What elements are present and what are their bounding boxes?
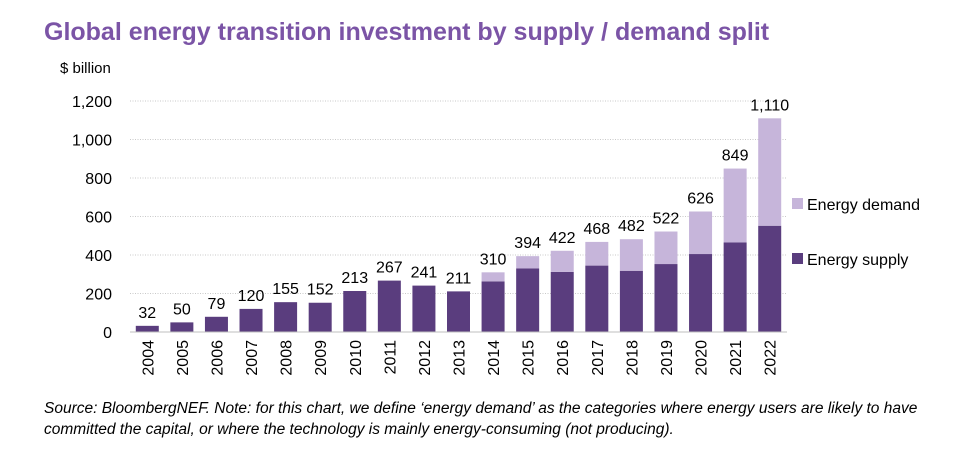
total-label-2004: 32 (138, 305, 156, 322)
bar-energy-demand-2021 (723, 168, 747, 243)
legend-swatch-energy-demand (792, 198, 803, 209)
total-label-2006: 79 (208, 296, 226, 313)
y-tick-label: 400 (85, 248, 112, 265)
bar-energy-supply-2017 (585, 265, 609, 332)
bar-energy-demand-2020 (689, 211, 713, 255)
chart-title: Global energy transition investment by s… (44, 18, 770, 46)
bar-energy-supply-2012 (412, 285, 436, 332)
bar-energy-supply-2021 (723, 242, 747, 332)
total-label-2020: 626 (687, 190, 714, 207)
x-tick-label: 2009 (313, 340, 330, 376)
bar-energy-supply-2004 (135, 325, 159, 332)
bar-energy-supply-2006 (204, 316, 228, 332)
total-label-2018: 482 (618, 218, 645, 235)
x-tick-label: 2007 (244, 340, 261, 376)
y-tick-label: 200 (85, 287, 112, 304)
bar-energy-supply-2019 (654, 264, 678, 332)
total-label-2016: 422 (549, 230, 576, 247)
x-tick-label: 2004 (140, 340, 157, 376)
total-label-2005: 50 (173, 301, 191, 318)
x-tick-label: 2006 (209, 340, 226, 376)
bar-energy-demand-2018 (619, 239, 643, 271)
x-tick-label: 2016 (555, 340, 572, 376)
bar-energy-supply-2018 (619, 270, 643, 332)
x-tick-label: 2020 (694, 340, 711, 376)
bar-energy-demand-2019 (654, 231, 678, 265)
y-tick-label: 1,000 (72, 133, 112, 150)
x-tick-label: 2014 (486, 340, 503, 376)
x-tick-label: 2012 (417, 340, 434, 376)
bars (135, 118, 782, 332)
bar-energy-supply-2022 (758, 225, 782, 332)
y-axis-label: $ billion (60, 60, 111, 77)
x-tick-label: 2010 (348, 340, 365, 376)
bar-energy-supply-2005 (170, 322, 194, 332)
legend-label-energy-demand: Energy demand (807, 197, 920, 214)
total-label-2011: 267 (376, 260, 403, 277)
y-tick-label: 800 (85, 171, 112, 188)
x-tick-label: 2019 (659, 340, 676, 376)
x-tick-label: 2005 (175, 340, 192, 376)
bar-energy-demand-2015 (516, 256, 540, 269)
legend-label-energy-supply: Energy supply (807, 252, 908, 269)
x-tick-label: 2022 (763, 340, 780, 376)
bar-energy-supply-2011 (377, 280, 401, 332)
total-label-2008: 155 (272, 281, 299, 298)
x-tick-label: 2011 (382, 340, 399, 375)
bar-energy-supply-2014 (481, 281, 505, 332)
total-labels: 32 50 79 120 155 152 213 267 241 211 310 394 422 468 4… (138, 97, 789, 322)
total-label-2022: 1,110 (750, 97, 789, 114)
total-label-2012: 241 (411, 265, 438, 282)
bar-energy-demand-2016 (550, 250, 574, 272)
legend: Energy demand Energy supply (792, 197, 920, 269)
total-label-2010: 213 (341, 270, 368, 287)
x-tick-label: 2013 (452, 340, 469, 376)
x-axis-ticks: 2004 2005 2006 2007 2008 2009 2010 2011 2012 2013… (140, 340, 779, 376)
legend-swatch-energy-supply (792, 253, 803, 264)
bar-energy-supply-2016 (550, 271, 574, 332)
bar-energy-supply-2010 (343, 290, 367, 332)
total-label-2014: 310 (480, 251, 507, 268)
y-axis-ticks: 0 200 400 600 800 1,000 1,200 (72, 94, 112, 342)
total-label-2009: 152 (307, 282, 334, 299)
total-label-2019: 522 (653, 211, 680, 228)
total-label-2013: 211 (446, 270, 472, 287)
bar-energy-demand-2014 (481, 272, 505, 282)
x-tick-label: 2021 (728, 340, 745, 376)
bar-energy-supply-2007 (239, 308, 263, 332)
total-label-2017: 468 (583, 221, 610, 238)
y-tick-label: 600 (85, 210, 112, 227)
total-label-2015: 394 (514, 235, 541, 252)
bar-energy-supply-2009 (308, 302, 332, 332)
x-tick-label: 2018 (624, 340, 641, 376)
y-tick-label: 0 (103, 325, 112, 342)
source-note: Source: BloombergNEF. Note: for this cha… (44, 400, 918, 438)
bar-energy-demand-2017 (585, 241, 609, 266)
bar-energy-supply-2013 (447, 291, 470, 332)
x-tick-label: 2017 (590, 340, 607, 376)
bar-energy-supply-2015 (516, 268, 540, 332)
x-tick-label: 2015 (521, 340, 538, 376)
total-label-2007: 120 (238, 288, 265, 305)
bar-energy-supply-2008 (274, 302, 298, 332)
bar-energy-demand-2022 (758, 118, 782, 226)
y-tick-label: 1,200 (72, 94, 112, 111)
total-label-2021: 849 (722, 148, 749, 165)
x-tick-label: 2008 (279, 340, 296, 376)
bar-energy-supply-2020 (689, 254, 713, 332)
